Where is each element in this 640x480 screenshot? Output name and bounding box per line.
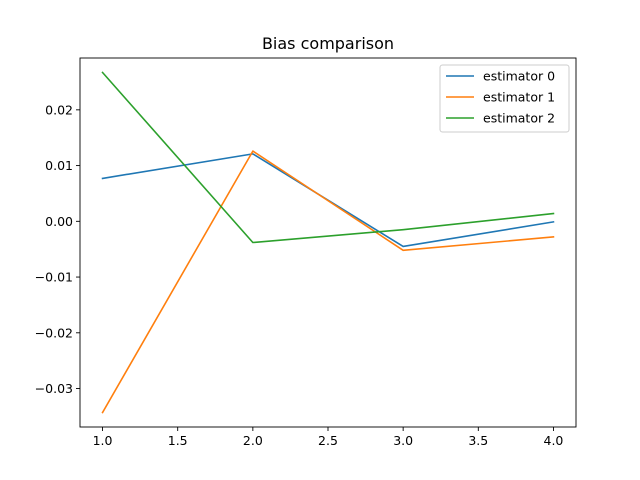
chart-title: Bias comparison [262,34,394,53]
legend-box [439,64,570,133]
x-tick-label: 4.0 [544,433,564,448]
y-tick-label: 0.01 [45,158,73,173]
plot-area [101,71,555,414]
y-tick-label: 0.02 [45,102,73,117]
axes: 1.0 1.5 2.0 2.5 3.0 3.5 4.0 −0.03 −0.02 −0.01 0.00… [35,57,577,448]
series-line-2 [101,71,555,244]
legend-label-0: estimator 0 [483,69,555,84]
legend-label-1: estimator 1 [483,90,555,105]
y-tick-label: −0.02 [35,325,73,340]
x-tick-label: 3.0 [393,433,413,448]
y-tick-label: −0.03 [35,381,73,396]
x-tick-label: 3.5 [468,433,488,448]
x-tick-label: 1.5 [168,433,188,448]
series-line-1 [101,150,555,414]
y-tick-label: −0.01 [35,270,73,285]
x-tick-label: 2.0 [243,433,263,448]
legend: estimator 0 estimator 1 estimator 2 [439,64,570,133]
legend-label-2: estimator 2 [483,111,555,126]
x-tick-label: 2.5 [318,433,338,448]
x-tick-label: 1.0 [93,433,113,448]
y-tick-label: 0.00 [45,214,73,229]
